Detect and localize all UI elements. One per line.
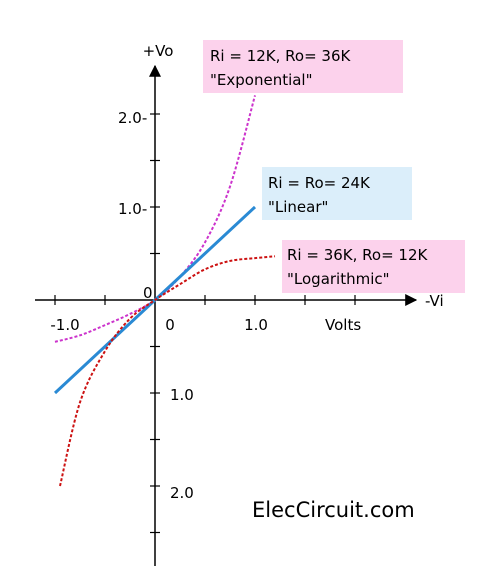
x-unit-label: Volts [325, 316, 361, 334]
exponential-annotation-line1: Ri = 12K, Ro= 36K [210, 47, 352, 65]
x-axis-label: -Vi [425, 292, 444, 310]
linear-annotation-box [262, 167, 412, 220]
y-tick-label-pos2: 2.0- [118, 109, 147, 127]
y-tick-label-neg1: 1.0 [170, 386, 194, 404]
logarithmic-annotation-box [282, 240, 465, 293]
logarithmic-annotation-line1: Ri = 36K, Ro= 12K [287, 246, 429, 264]
logarithmic-annotation-line2: "Logarithmic" [287, 270, 390, 288]
exponential-annotation-line2: "Exponential" [210, 71, 313, 89]
logarithmic-curve [59, 255, 276, 487]
exponential-annotation-box [203, 40, 403, 93]
x-tick-label-1: 1.0 [244, 316, 268, 334]
site-watermark: ElecCircuit.com [252, 498, 415, 522]
x-tick-label-0: 0 [165, 316, 175, 334]
y-axis-label: +Vo [143, 42, 174, 60]
y-tick-label-pos1: 1.0- [118, 200, 147, 218]
linear-annotation-line1: Ri = Ro= 24K [268, 174, 371, 192]
exponential-curve [54, 95, 256, 343]
origin-label: 0 [143, 284, 153, 302]
series-layer [53, 95, 276, 487]
linear-annotation-line2: "Linear" [268, 198, 328, 216]
y-tick-label-neg2: 2.0 [170, 484, 194, 502]
axis-ticks [54, 113, 356, 534]
x-tick-label-neg1: -1.0 [50, 316, 79, 334]
